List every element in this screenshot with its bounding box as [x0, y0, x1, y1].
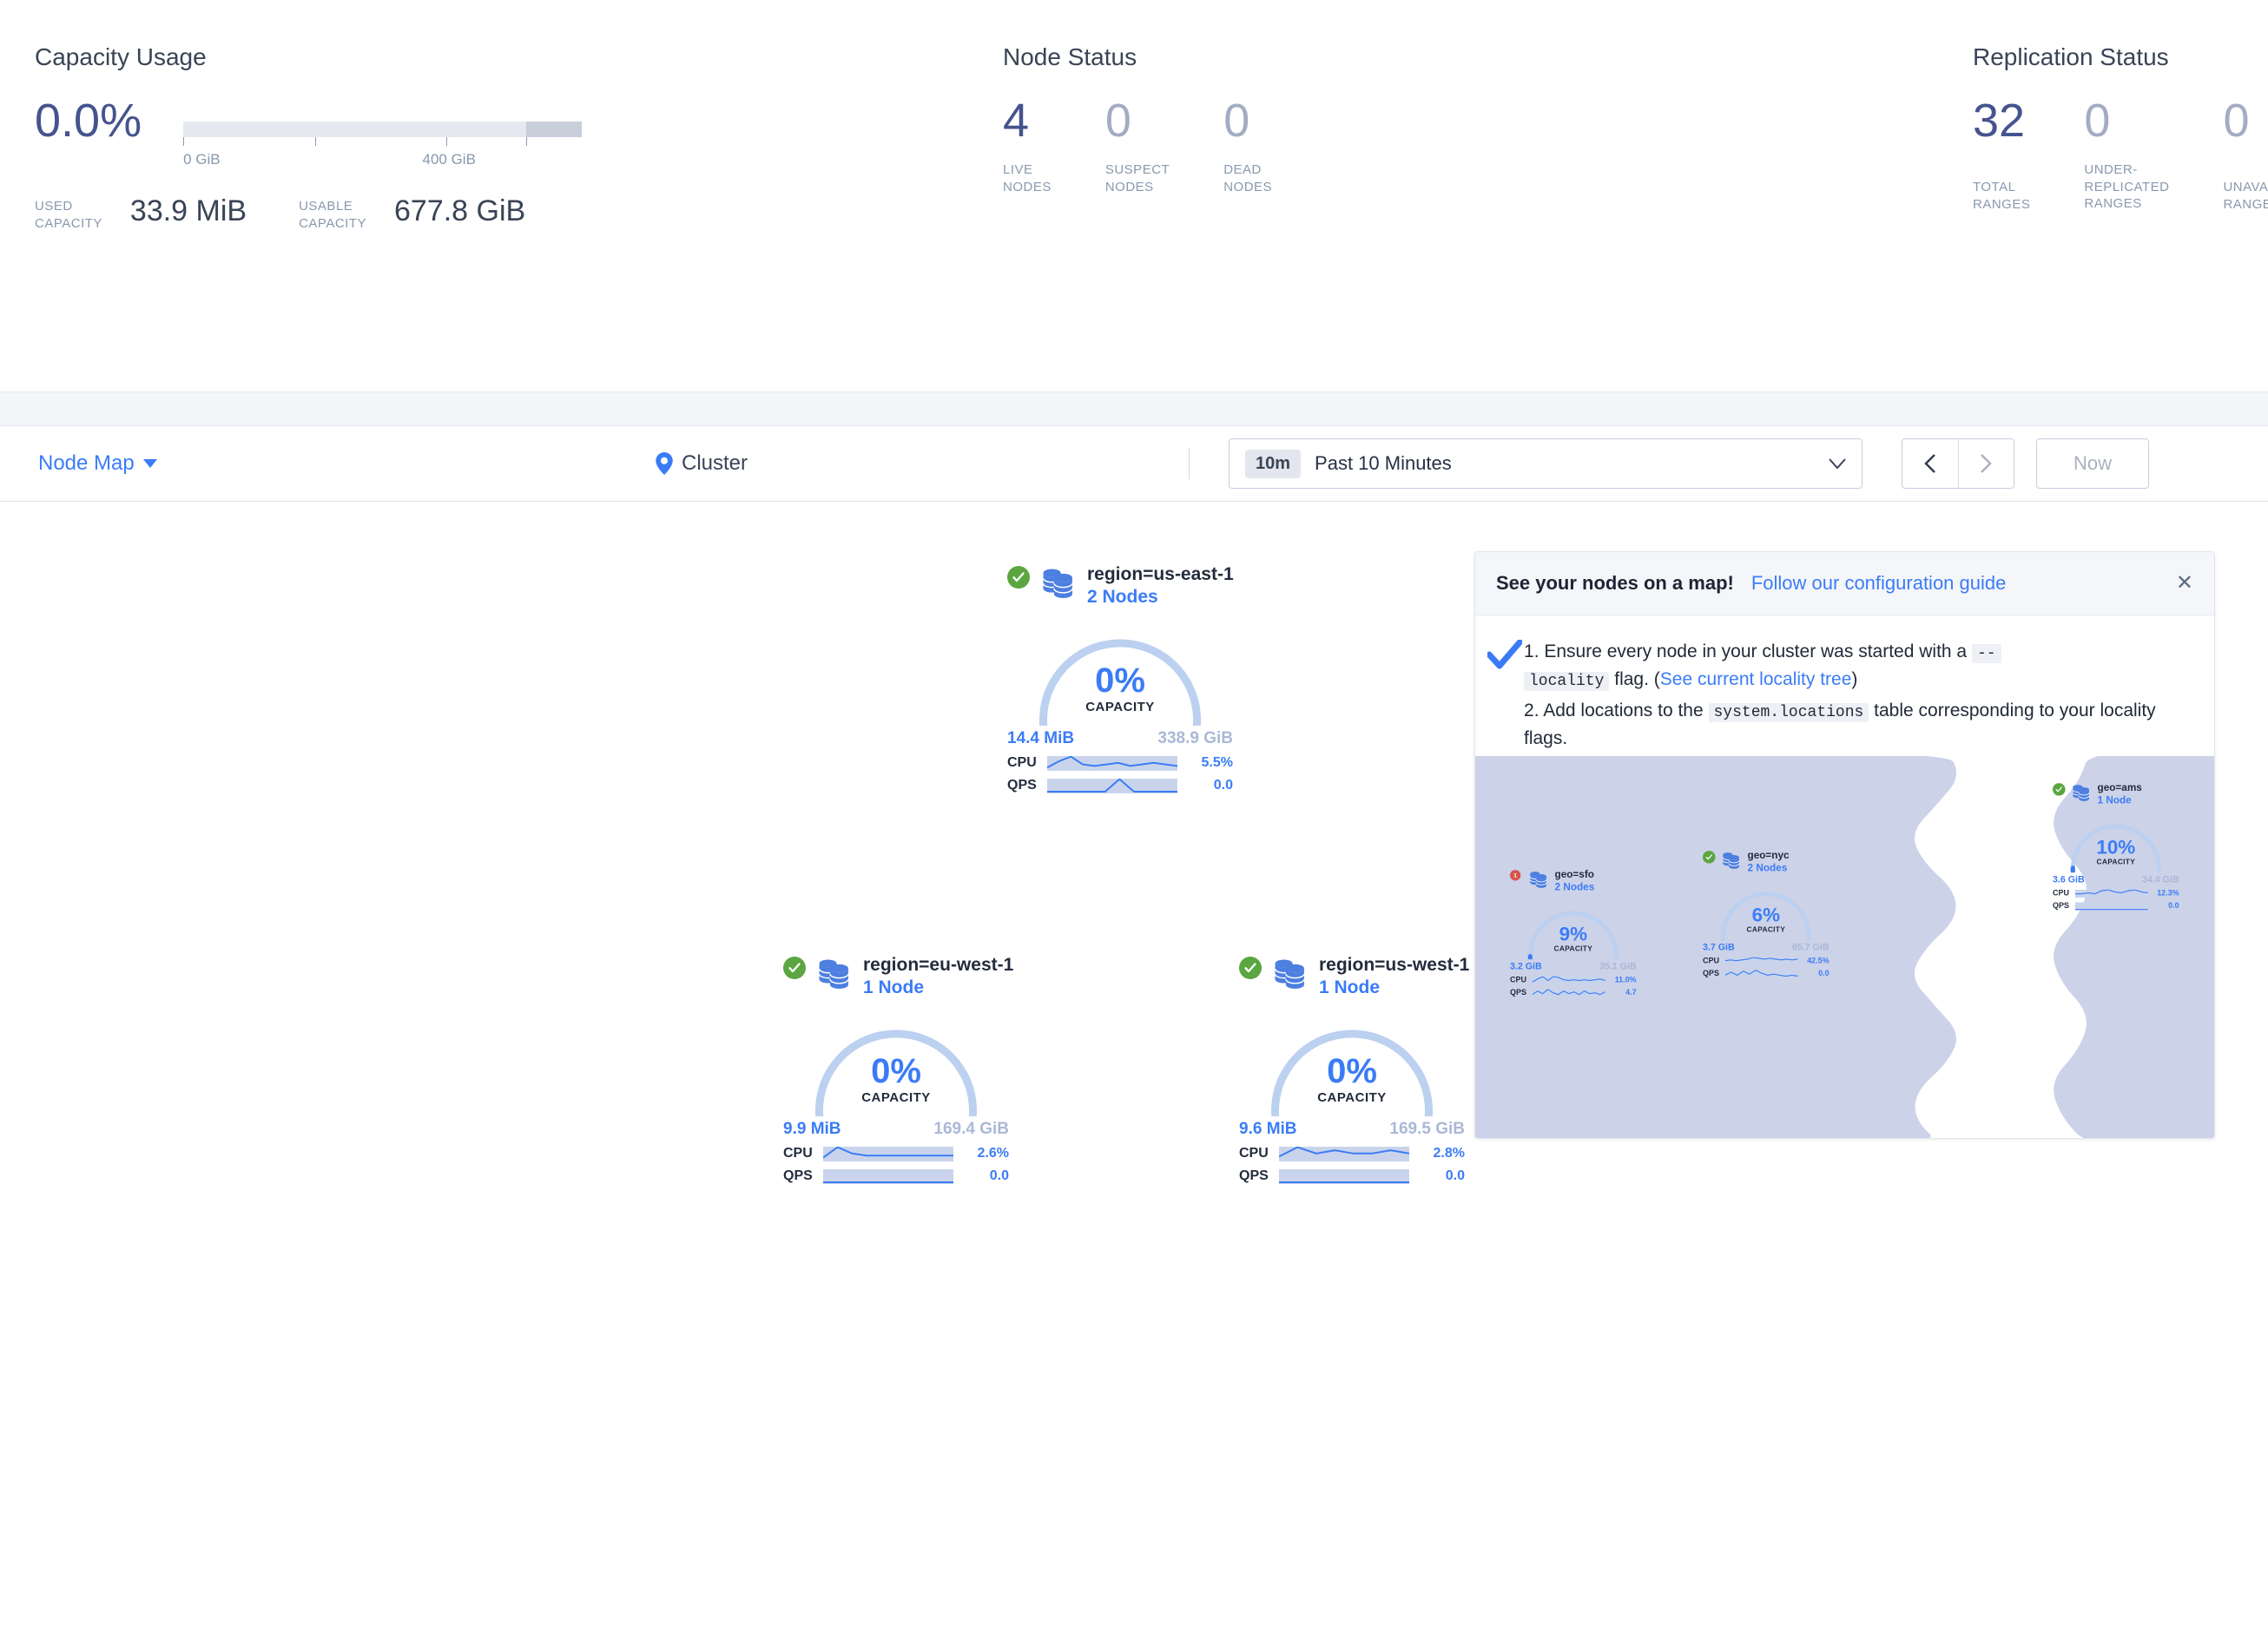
- svg-text:1: 1: [1513, 873, 1517, 879]
